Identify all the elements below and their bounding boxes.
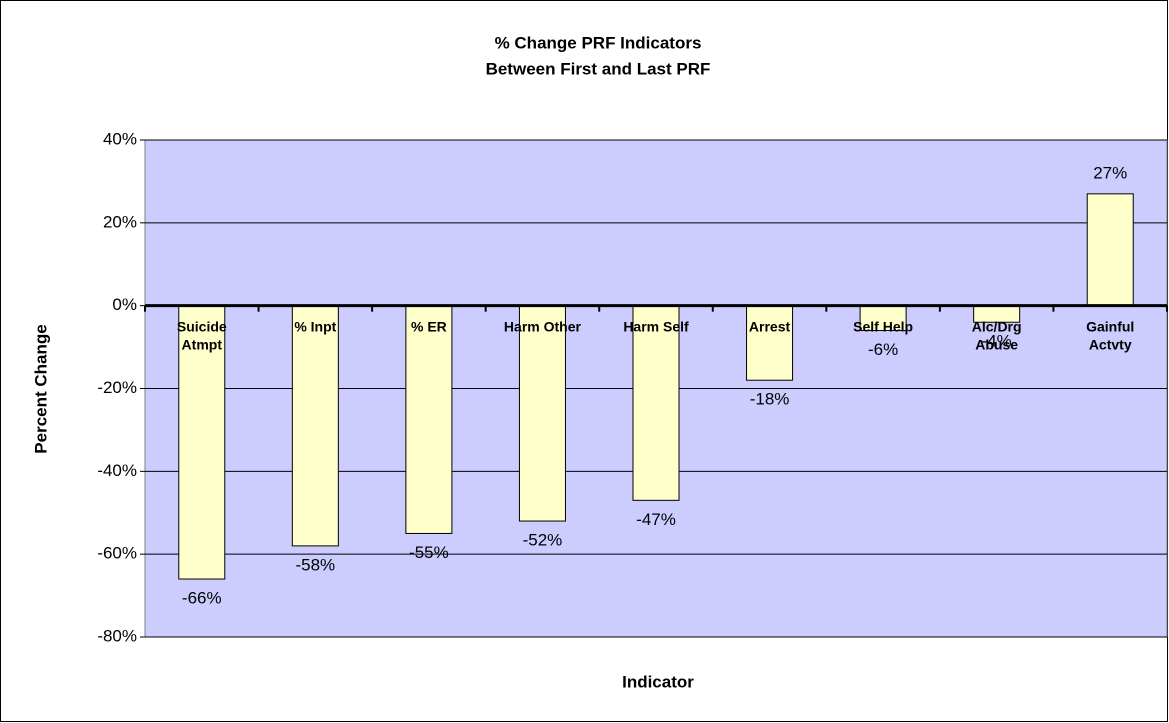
y-tick-label: -60%: [97, 544, 137, 563]
x-tick-label-line: Abuse: [975, 336, 1018, 352]
x-tick-label: % Inpt: [294, 318, 336, 334]
bar: [746, 305, 794, 381]
x-tick-label: Self Help: [853, 318, 913, 334]
value-label: 27%: [1093, 163, 1127, 182]
y-tick-label: -80%: [97, 626, 137, 645]
value-label: -18%: [750, 390, 790, 409]
chart-title: % Change PRF Indicators: [495, 33, 702, 52]
x-tick-label-line: % ER: [411, 318, 447, 334]
x-tick-label-line: Actvty: [1089, 336, 1132, 352]
x-axis-title: Indicator: [622, 672, 694, 691]
x-tick-label-line: Suicide: [177, 318, 227, 334]
bar: [859, 305, 907, 332]
x-tick-label-line: Self Help: [853, 318, 913, 334]
x-tick-label-line: Harm Other: [504, 318, 582, 334]
chart-title: Between First and Last PRF: [486, 59, 711, 78]
bar: [518, 305, 566, 522]
y-tick-label: -40%: [97, 461, 137, 480]
x-tick-label-line: Harm Self: [623, 318, 689, 334]
x-tick-label-line: Alc/Drg: [972, 318, 1022, 334]
bar: [291, 305, 339, 547]
value-label: -6%: [868, 340, 898, 359]
y-tick-label: 40%: [103, 129, 137, 148]
x-tick-label: Harm Other: [504, 318, 582, 334]
x-tick-label: Gainful Actvty: [1086, 318, 1134, 352]
bar: [405, 305, 453, 534]
value-label: -55%: [409, 543, 449, 562]
x-tick-label: Suicide Atmpt: [177, 318, 227, 352]
x-tick-label-line: Atmpt: [182, 336, 223, 352]
x-tick-label: Harm Self: [623, 318, 689, 334]
value-label: -58%: [295, 555, 335, 574]
bar: [178, 305, 226, 580]
x-tick-label: % ER: [411, 318, 447, 334]
y-axis-title: Percent Change: [31, 324, 50, 453]
bar: [1086, 193, 1134, 307]
x-tick-label-line: % Inpt: [294, 318, 336, 334]
x-tick-label: Alc/Drg Abuse: [972, 318, 1022, 352]
bar: [632, 305, 680, 501]
x-tick-label-line: Arrest: [749, 318, 791, 334]
value-label: -4%: [982, 332, 1012, 351]
x-tick-label-line: Gainful: [1086, 318, 1134, 334]
value-label: -52%: [523, 531, 563, 550]
y-tick-label: 0%: [112, 295, 137, 314]
value-label: -66%: [182, 589, 222, 608]
y-tick-label: -20%: [97, 378, 137, 397]
x-tick-label: Arrest: [749, 318, 791, 334]
y-tick-label: 20%: [103, 212, 137, 231]
value-label: -47%: [636, 510, 676, 529]
